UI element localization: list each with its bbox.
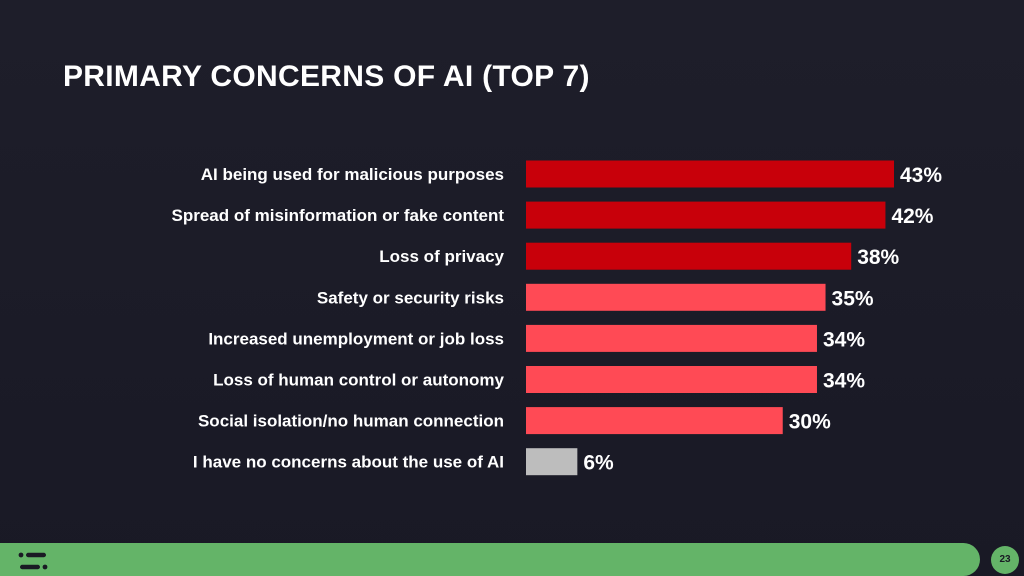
footer-bar bbox=[0, 543, 980, 576]
data-label: 6% bbox=[583, 452, 614, 475]
category-label: Safety or security risks bbox=[317, 288, 504, 307]
data-label: 43% bbox=[900, 164, 942, 187]
data-label: 42% bbox=[891, 205, 933, 228]
category-label: Loss of privacy bbox=[379, 247, 504, 266]
data-label: 34% bbox=[823, 370, 865, 393]
data-label: 35% bbox=[832, 287, 874, 310]
bar bbox=[526, 407, 783, 435]
category-label: I have no concerns about the use of AI bbox=[193, 453, 504, 472]
bar bbox=[526, 242, 852, 270]
bar bbox=[526, 160, 894, 188]
brand-logo-icon bbox=[18, 552, 48, 570]
page-number-badge: 23 bbox=[991, 546, 1019, 574]
chart-title: PRIMARY CONCERNS OF AI (TOP 7) bbox=[63, 60, 590, 93]
category-label: Spread of misinformation or fake content bbox=[172, 206, 505, 225]
bar bbox=[526, 201, 886, 229]
category-label: AI being used for malicious purposes bbox=[201, 165, 504, 184]
category-label: Increased unemployment or job loss bbox=[208, 329, 504, 348]
bar-chart: AI being used for malicious purposes 43% S… bbox=[172, 160, 942, 476]
bar bbox=[526, 283, 826, 311]
data-label: 38% bbox=[857, 246, 899, 269]
bar bbox=[526, 324, 817, 352]
bar bbox=[526, 366, 817, 393]
category-label: Loss of human control or autonomy bbox=[213, 371, 504, 390]
bar bbox=[526, 448, 578, 476]
category-label: Social isolation/no human connection bbox=[198, 412, 504, 431]
data-label: 34% bbox=[823, 328, 865, 351]
data-label: 30% bbox=[789, 411, 831, 434]
